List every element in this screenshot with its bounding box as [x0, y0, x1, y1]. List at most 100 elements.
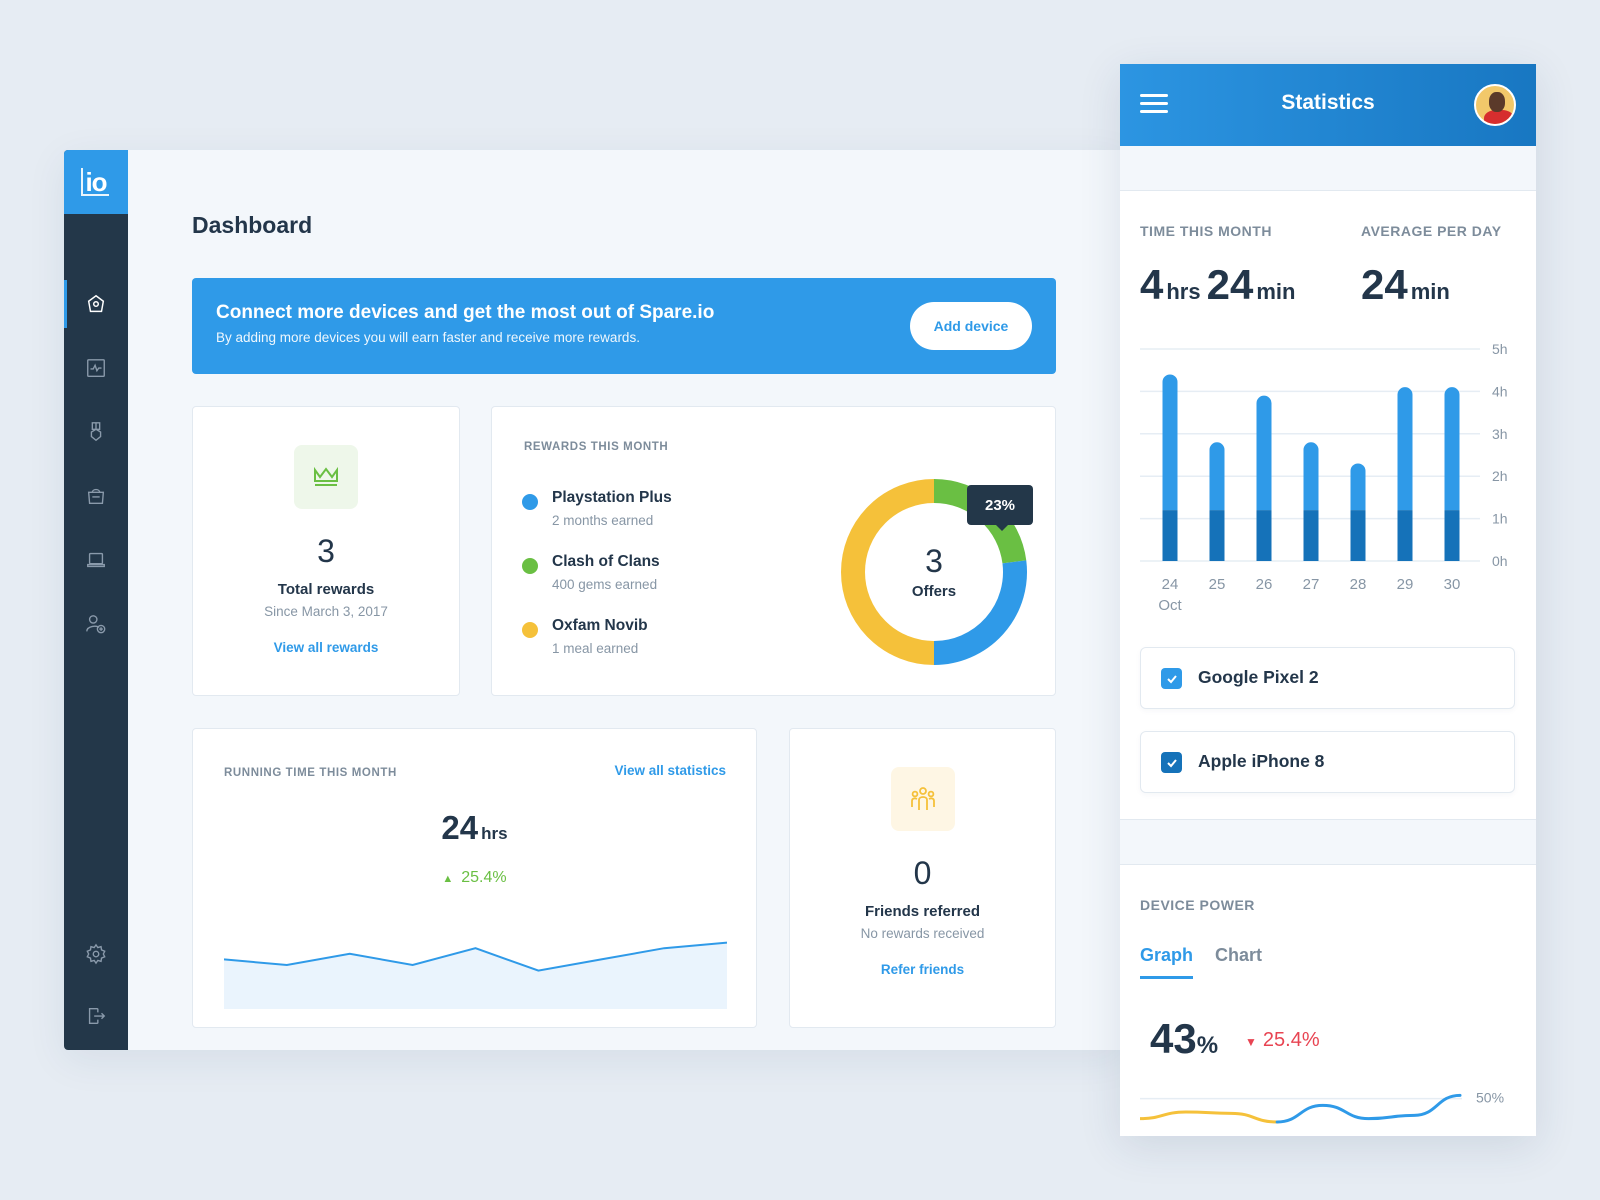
gear-icon: [86, 943, 106, 965]
device-power-value: 43%: [1150, 1015, 1218, 1063]
device-power-label: DEVICE POWER: [1140, 897, 1255, 913]
bar-iphone8: [1209, 510, 1225, 561]
bag-icon: [87, 488, 105, 505]
y-tick-label: 0h: [1492, 553, 1508, 569]
banner-subtitle: By adding more devices you will earn fas…: [216, 330, 640, 345]
legend-dot: [522, 558, 538, 574]
sidebar-item-shop[interactable]: [64, 472, 128, 520]
x-sub-label: Oct: [1158, 597, 1182, 611]
donut-tooltip: 23%: [967, 485, 1033, 531]
running-time-unit: hrs: [481, 824, 508, 843]
running-time-number: 24: [441, 809, 479, 846]
time-per-day-bar-chart: 0h 1h 2h 3h 4h 5h 24 Oct 25 26 27 28 29 30: [1140, 341, 1508, 611]
crown-icon-tile: [294, 445, 358, 509]
logo[interactable]: io: [64, 150, 128, 214]
power-line-segment-b: [1275, 1093, 1462, 1124]
view-all-statistics-link[interactable]: View all statistics: [614, 763, 726, 778]
power-line-segment-a: [1140, 1110, 1279, 1124]
view-all-rewards-link[interactable]: View all rewards: [273, 640, 379, 655]
sidebar-item-logout[interactable]: [64, 992, 128, 1040]
bar-iphone8: [1350, 510, 1366, 561]
sidebar-item-home[interactable]: [64, 280, 128, 328]
bar-iphone8: [1444, 510, 1460, 561]
add-user-icon: [86, 615, 106, 634]
page-title: Dashboard: [192, 212, 313, 238]
legend-name: Oxfam Novib: [552, 617, 648, 634]
avatar[interactable]: [1474, 84, 1516, 126]
check-icon: [1166, 758, 1177, 767]
legend-dot: [522, 494, 538, 510]
donut-slice-oxfam-novib: [841, 479, 935, 665]
bar-pixel2: [1256, 395, 1272, 511]
laptop-icon: [87, 552, 105, 568]
total-rewards-value: 3: [317, 533, 335, 569]
tab-chart[interactable]: Chart: [1215, 945, 1263, 965]
legend-name: Playstation Plus: [552, 489, 672, 506]
y-tick-label: 4h: [1492, 383, 1508, 399]
y-tick-label: 1h: [1492, 511, 1508, 527]
refer-friends-link[interactable]: Refer friends: [880, 962, 965, 977]
sidebar-item-invite[interactable]: [64, 600, 128, 648]
device-name: Google Pixel 2: [1198, 667, 1319, 687]
friends-icon-tile: [890, 767, 955, 831]
device-apple-iphone-8[interactable]: Apple iPhone 8: [1140, 731, 1515, 793]
total-rewards-title: Total rewards: [277, 581, 375, 598]
power-delta-value: 25.4%: [1262, 1029, 1320, 1051]
bar-iphone8: [1162, 510, 1178, 561]
connect-devices-banner: Connect more devices and get the most ou…: [192, 278, 1056, 374]
dashboard-window: io Dashboard Connect more devices and ge…: [64, 150, 1124, 1050]
bar-iphone8: [1303, 510, 1319, 561]
sidebar-item-rewards[interactable]: [64, 408, 128, 456]
avg-min: 24: [1361, 261, 1408, 308]
friends-referred-title: Friends referred: [864, 903, 981, 920]
average-per-day-value: 24 min: [1361, 261, 1456, 309]
legend-dot: [522, 622, 538, 638]
running-time-delta-value: 25.4%: [461, 869, 507, 886]
bar-pixel2: [1350, 463, 1366, 511]
statistics-header: Statistics: [1120, 64, 1536, 146]
sidebar-item-settings[interactable]: [64, 930, 128, 978]
x-tick-label: 24: [1162, 576, 1179, 593]
check-icon: [1166, 674, 1177, 683]
activity-icon: [87, 359, 105, 377]
sidebar-item-devices[interactable]: [64, 536, 128, 584]
sidebar-item-activity[interactable]: [64, 344, 128, 392]
menu-icon[interactable]: [1140, 94, 1168, 116]
bar-pixel2: [1303, 442, 1319, 511]
x-tick-label: 26: [1256, 576, 1273, 593]
legend-detail: 1 meal earned: [552, 641, 639, 656]
x-tick-label: 29: [1397, 576, 1414, 593]
total-rewards-subtitle: Since March 3, 2017: [264, 604, 388, 619]
power-number: 43: [1150, 1015, 1197, 1062]
y-tick-label: 50%: [1476, 1090, 1504, 1106]
home-icon: [87, 294, 105, 313]
time-this-month-label: TIME THIS MONTH: [1140, 223, 1272, 239]
donut-center: 3 Offers: [839, 477, 1029, 667]
add-device-button[interactable]: Add device: [910, 302, 1032, 350]
running-time-chart: [224, 941, 727, 1009]
time-min-unit: min: [1256, 279, 1296, 304]
power-unit: %: [1196, 1032, 1219, 1059]
device-google-pixel-2[interactable]: Google Pixel 2: [1140, 647, 1515, 709]
legend-detail: 400 gems earned: [552, 577, 658, 592]
y-tick-label: 5h: [1492, 341, 1508, 357]
checkbox[interactable]: [1161, 668, 1182, 689]
checkbox[interactable]: [1161, 752, 1182, 773]
friends-icon: [910, 787, 935, 810]
time-min: 24: [1206, 261, 1254, 308]
arrow-down-icon: ▼: [1245, 1035, 1257, 1049]
device-name: Apple iPhone 8: [1198, 751, 1325, 771]
y-tick-label: 3h: [1492, 426, 1508, 442]
friends-referred-value: 0: [913, 855, 932, 891]
offers-count: 3: [925, 542, 943, 579]
total-rewards-card: 3 Total rewards Since March 3, 2017 View…: [192, 406, 460, 696]
x-tick-label: 27: [1303, 576, 1320, 593]
average-per-day-label: AVERAGE PER DAY: [1361, 223, 1502, 239]
friends-referred-card: 0 Friends referred No rewards received R…: [789, 728, 1056, 1028]
tab-graph[interactable]: Graph: [1140, 945, 1194, 979]
logout-icon: [88, 1007, 106, 1025]
logo-frame-icon: [81, 168, 109, 196]
bar-iphone8: [1397, 510, 1413, 561]
x-tick-label: 30: [1444, 576, 1461, 593]
legend-name: Clash of Clans: [552, 553, 660, 570]
